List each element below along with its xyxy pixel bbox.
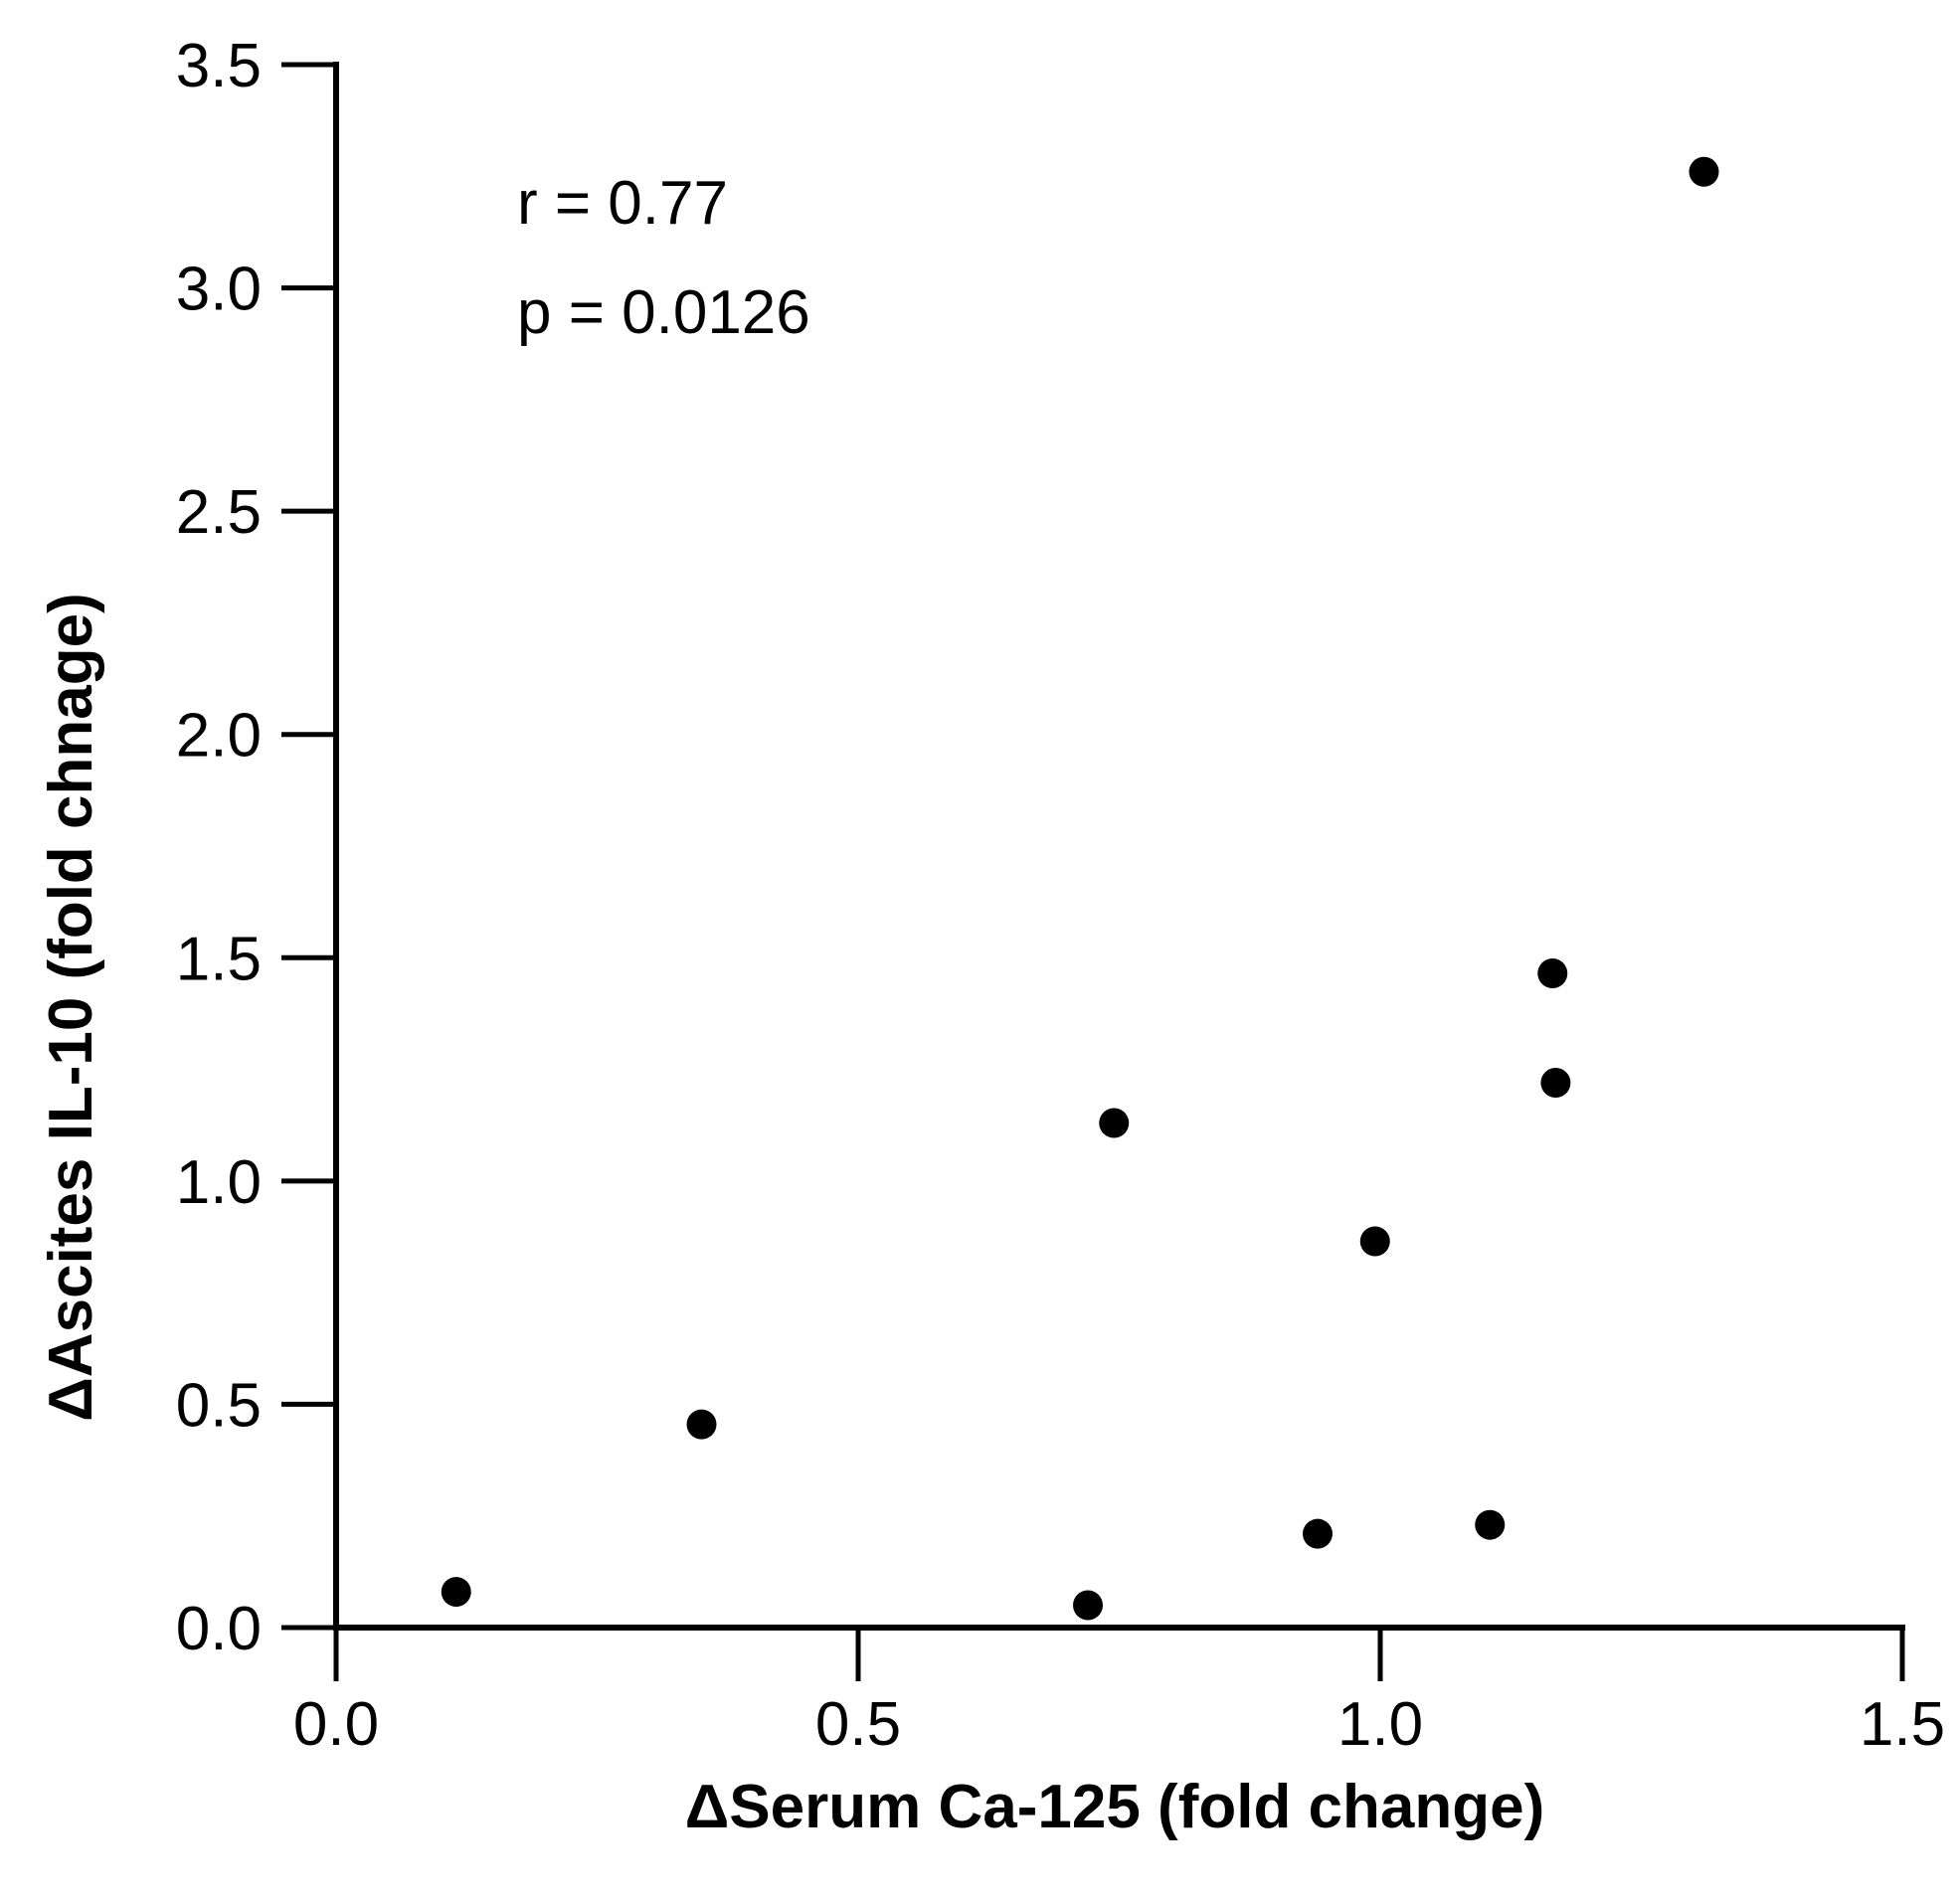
x-tick-label: 0.5 bbox=[815, 1690, 901, 1759]
data-point bbox=[686, 1409, 717, 1440]
data-point bbox=[1689, 156, 1719, 187]
data-point bbox=[1540, 1068, 1571, 1099]
x-axis-ticks: 0.0 0.5 1.0 1.5 bbox=[293, 1628, 1945, 1759]
y-tick-label: 1.5 bbox=[176, 925, 262, 993]
data-point bbox=[1537, 958, 1568, 989]
data-point bbox=[1303, 1518, 1333, 1549]
data-point bbox=[1099, 1108, 1130, 1138]
y-tick-label: 3.0 bbox=[176, 256, 262, 324]
p-value-annotation: p = 0.0126 bbox=[517, 278, 810, 347]
correlation-r-annotation: r = 0.77 bbox=[517, 169, 728, 238]
data-point bbox=[441, 1577, 471, 1608]
data-points bbox=[441, 156, 1719, 1621]
y-tick-label: 0.0 bbox=[176, 1595, 262, 1663]
data-point bbox=[1475, 1509, 1506, 1540]
x-tick-label: 1.5 bbox=[1860, 1690, 1945, 1759]
x-axis-title: ΔSerum Ca-125 (fold change) bbox=[685, 1773, 1545, 1841]
y-tick-label: 0.5 bbox=[176, 1371, 262, 1440]
y-axis-ticks: 0.0 0.5 1.0 1.5 2.0 2.5 3.0 3.5 bbox=[176, 32, 336, 1663]
data-point bbox=[1073, 1590, 1103, 1621]
data-point bbox=[1359, 1226, 1390, 1257]
x-tick-label: 0.0 bbox=[293, 1690, 379, 1759]
y-tick-label: 1.0 bbox=[176, 1148, 262, 1217]
y-axis-title: ΔAscites IL-10 (fold chnage) bbox=[37, 593, 105, 1422]
x-tick-label: 1.0 bbox=[1337, 1690, 1423, 1759]
y-tick-label: 2.5 bbox=[176, 478, 262, 547]
y-tick-label: 2.0 bbox=[176, 702, 262, 771]
y-tick-label: 3.5 bbox=[176, 32, 262, 100]
